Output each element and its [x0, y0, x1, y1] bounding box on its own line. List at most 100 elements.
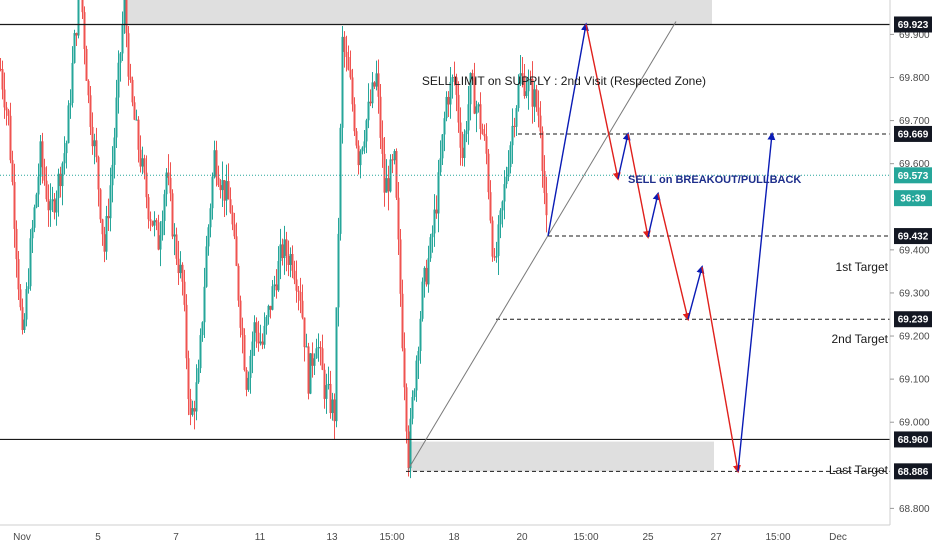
- y-tick-label: 69.700: [899, 116, 930, 127]
- y-tick-label: 69.600: [899, 159, 930, 170]
- candle-body: [341, 36, 344, 128]
- candle-body: [147, 197, 150, 220]
- candle-body: [209, 208, 212, 228]
- candle-body: [471, 73, 474, 79]
- candle-body: [23, 319, 26, 331]
- candle-body: [99, 189, 102, 220]
- candle-body: [77, 0, 80, 36]
- candle-body: [5, 107, 8, 111]
- candle-body: [69, 102, 72, 106]
- candle-body: [367, 101, 370, 121]
- target2-label: 2nd Target: [832, 332, 889, 346]
- time-axis[interactable]: Nov 5 7 11 13 15:00 18 20 15:00 25 27 15:00 Dec: [0, 524, 890, 543]
- projection-down-leg: [657, 193, 691, 322]
- annotations-layer: SELL LIMIT on SUPPLY : 2nd Visit (Respec…: [422, 74, 889, 477]
- candle-body: [405, 387, 408, 432]
- candle-body: [281, 244, 284, 259]
- candle-body: [391, 159, 394, 161]
- candle-body: [453, 77, 456, 79]
- candle-body: [293, 270, 296, 280]
- candle-body: [261, 341, 264, 345]
- candle-body: [359, 151, 362, 166]
- candle-body: [437, 172, 440, 214]
- candle-body: [491, 220, 494, 257]
- candle-body: [429, 237, 432, 259]
- candle-body: [245, 369, 248, 390]
- candle-body: [211, 176, 214, 209]
- candle-body: [421, 281, 424, 319]
- candle-body: [255, 322, 258, 333]
- candle-body: [257, 332, 260, 344]
- candle-body: [101, 219, 104, 235]
- candle-body: [85, 48, 88, 81]
- candle-body: [143, 158, 146, 173]
- price-axis[interactable]: 68.800 69.000 69.100 69.200 69.300 69.400 69.6…: [889, 0, 932, 525]
- candle-body: [523, 75, 526, 97]
- x-tick-label: Dec: [829, 532, 847, 543]
- candle-body: [499, 210, 502, 225]
- candle-body: [371, 82, 374, 104]
- candle-body: [265, 317, 268, 326]
- price-tag: [894, 125, 932, 142]
- candle-body: [17, 259, 20, 290]
- candle-body: [349, 69, 352, 78]
- candle-body: [197, 368, 200, 383]
- candle-body: [239, 300, 242, 328]
- x-tick-label: 15:00: [765, 532, 790, 543]
- candle-body: [169, 177, 172, 194]
- candle-body: [269, 305, 272, 310]
- x-tick-label: 15:00: [379, 532, 404, 543]
- candle-body: [283, 239, 286, 259]
- candle-body: [129, 76, 132, 80]
- x-tick-label: 25: [642, 532, 654, 543]
- candle-body: [467, 104, 470, 131]
- candle-body: [365, 120, 368, 142]
- candle-body: [335, 307, 338, 422]
- candle-body: [13, 181, 16, 229]
- candle-body: [545, 193, 548, 216]
- candle-body: [409, 418, 412, 469]
- candle-body: [291, 254, 294, 271]
- candle-body: [319, 347, 322, 349]
- candle-body: [145, 172, 148, 198]
- x-tick-label: 27: [710, 532, 722, 543]
- projection-down-leg: [701, 266, 741, 474]
- candle-body: [297, 290, 300, 292]
- candle-body: [333, 399, 336, 422]
- x-tick-label: 13: [326, 532, 338, 543]
- candle-body: [137, 119, 140, 150]
- candle-body: [7, 110, 10, 116]
- candle-body: [343, 36, 346, 52]
- candle-body: [347, 57, 350, 70]
- x-tick-label: 5: [95, 532, 101, 543]
- candle-body: [267, 305, 270, 318]
- candle-body: [31, 227, 34, 239]
- candle-body: [21, 307, 24, 331]
- candle-body: [275, 284, 278, 291]
- candle-body: [273, 284, 276, 287]
- y-tick-label: 69.800: [899, 73, 930, 84]
- candle-body: [105, 216, 108, 252]
- candle-body: [27, 286, 30, 290]
- candle-body: [243, 335, 246, 370]
- y-tick-label: 69.400: [899, 245, 930, 256]
- candle-body: [417, 351, 420, 361]
- price-tag: [894, 190, 932, 207]
- candle-body: [205, 246, 208, 287]
- candle-body: [107, 216, 110, 219]
- candle-body: [215, 150, 218, 178]
- candle-body: [181, 264, 184, 282]
- candle-body: [71, 62, 74, 103]
- projection-layer: [547, 22, 776, 474]
- zones-layer: [126, 0, 714, 472]
- x-tick-label: 20: [516, 532, 528, 543]
- candle-body: [193, 408, 196, 412]
- candle-body: [529, 78, 532, 80]
- candle-body: [377, 73, 380, 97]
- candle-body: [447, 96, 450, 105]
- candle-body: [93, 140, 96, 147]
- candle-body: [139, 149, 142, 167]
- candle-body: [87, 80, 90, 96]
- candle-body: [223, 180, 226, 201]
